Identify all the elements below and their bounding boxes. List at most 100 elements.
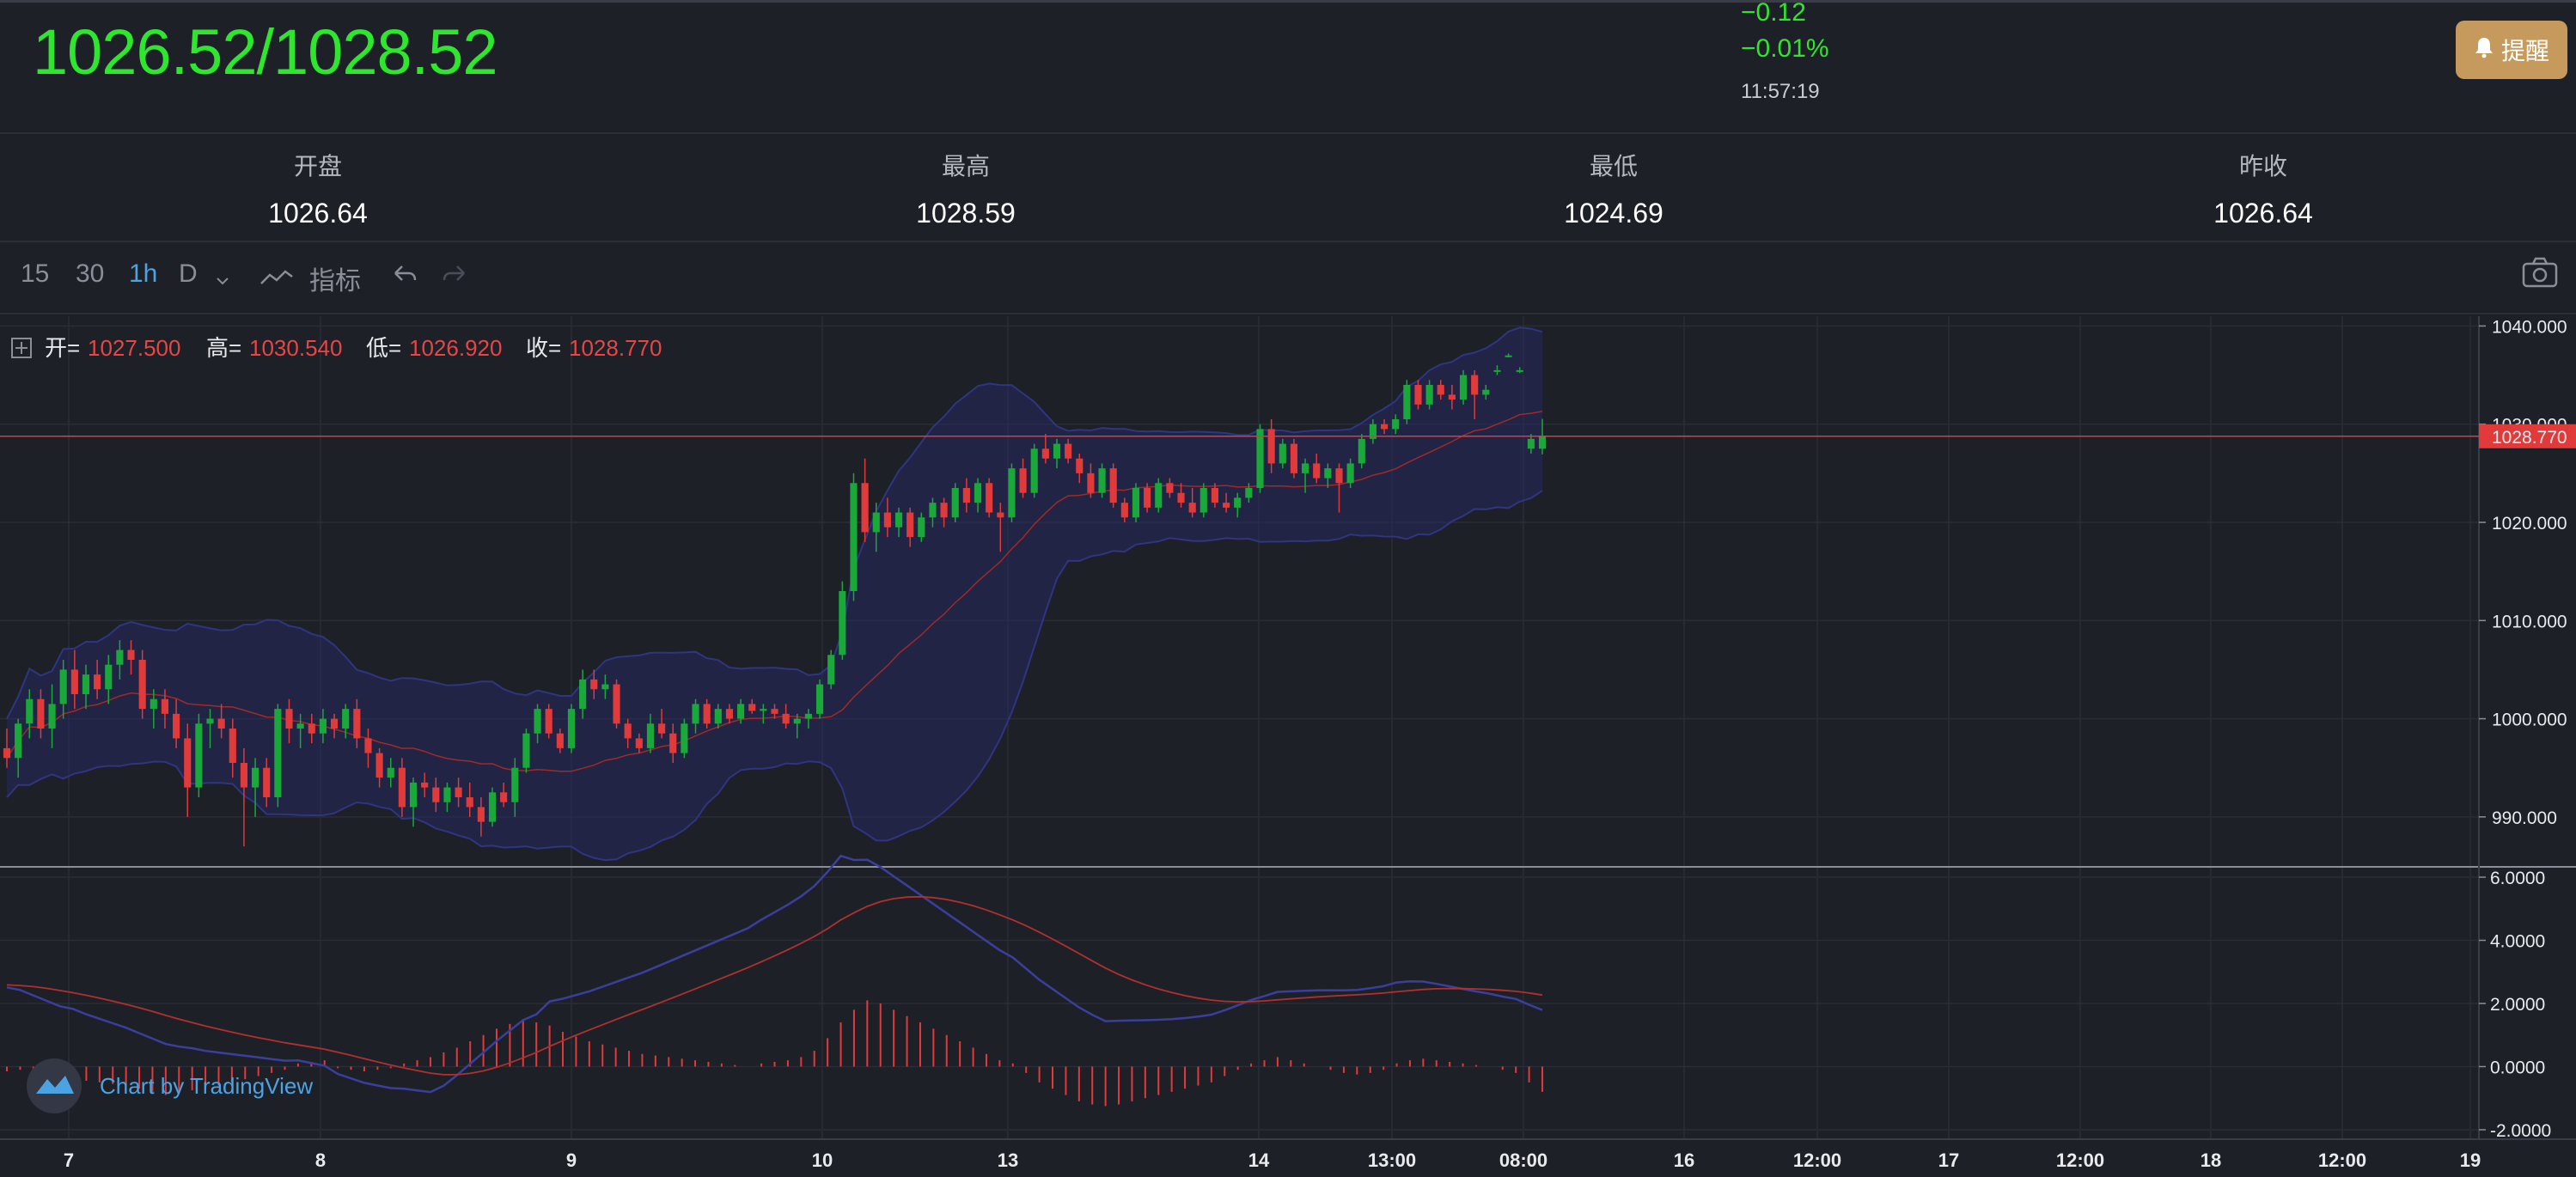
- candle-body: [409, 782, 418, 808]
- time-tick-label: 16: [1674, 1150, 1694, 1171]
- candle: [883, 497, 891, 538]
- candle: [861, 458, 869, 542]
- candle-body: [827, 655, 835, 685]
- candle: [590, 669, 598, 699]
- time-tick-label: 8: [315, 1150, 326, 1171]
- candle-body: [1109, 468, 1117, 503]
- candle-body: [1380, 424, 1389, 430]
- candle-body: [252, 767, 259, 788]
- candle-body: [364, 738, 372, 753]
- candle: [37, 689, 45, 739]
- interval-15[interactable]: 15: [21, 259, 50, 288]
- candle: [229, 718, 236, 778]
- stat-label: 昨收: [2238, 153, 2287, 180]
- macd-tick-label: 4.0000: [2490, 932, 2545, 952]
- candle: [1132, 483, 1140, 522]
- macd-tick-label: -2.0000: [2490, 1121, 2551, 1141]
- candle-body: [274, 709, 282, 797]
- candle: [827, 649, 835, 690]
- interval-30[interactable]: 30: [76, 259, 105, 288]
- candle-body: [1053, 443, 1061, 459]
- chevron-down-icon[interactable]: [215, 265, 230, 294]
- candlestick-chart[interactable]: 1040.0001030.0001020.0001010.0001000.000…: [0, 316, 2576, 1177]
- redo-icon[interactable]: [442, 263, 467, 292]
- candle-body: [782, 713, 790, 724]
- candle-body: [15, 723, 22, 759]
- candle-body: [997, 512, 1004, 518]
- candle: [556, 729, 564, 753]
- interval-1h[interactable]: 1h: [129, 259, 158, 288]
- last-price-label: 1028.770: [2492, 428, 2567, 448]
- candle: [894, 507, 903, 538]
- candle: [1482, 385, 1490, 400]
- candle: [1030, 443, 1038, 498]
- candle: [274, 704, 282, 808]
- candle-body: [951, 488, 959, 518]
- candles: [3, 353, 1547, 847]
- alert-button[interactable]: 提醒: [2456, 21, 2567, 79]
- macd-axis: 6.0000 4.0000 2.0000 0.0000 -2.0000: [2479, 869, 2551, 1141]
- candle-body: [466, 797, 473, 808]
- candle: [1301, 458, 1309, 493]
- candle-body: [1211, 488, 1219, 503]
- candle: [477, 797, 485, 837]
- time-tick-label: 13:00: [1368, 1150, 1416, 1171]
- close-value: 1028.770: [569, 335, 662, 361]
- macd-tick-label: 0.0000: [2490, 1058, 2545, 1077]
- indicator-wave-icon[interactable]: [259, 265, 294, 294]
- quote-time: 11:57:19: [1741, 80, 1820, 103]
- candle-body: [82, 674, 90, 694]
- candle: [1267, 419, 1275, 473]
- candle-body: [173, 713, 180, 739]
- candle-body: [398, 767, 406, 808]
- price-tick-label: 990.000: [2492, 808, 2557, 828]
- candle: [669, 723, 677, 763]
- candle-body: [488, 792, 497, 822]
- candle-body: [1256, 429, 1264, 488]
- camera-icon[interactable]: [2521, 256, 2559, 296]
- candle-body: [714, 709, 722, 724]
- candle-body: [217, 718, 225, 729]
- candle: [105, 655, 113, 704]
- alert-button-label: 提醒: [2500, 38, 2549, 64]
- candle-body: [342, 709, 350, 729]
- tradingview-watermark[interactable]: Chart by TradingView: [27, 1058, 313, 1113]
- candle-body: [116, 649, 124, 665]
- candle-body: [3, 747, 11, 759]
- plus-box-icon[interactable]: [11, 338, 32, 358]
- candle-body: [534, 709, 541, 734]
- candle-body: [556, 733, 564, 748]
- candle-body: [240, 763, 248, 788]
- candle-body: [138, 660, 146, 710]
- undo-icon[interactable]: [392, 263, 418, 292]
- candle: [409, 778, 418, 827]
- candle: [624, 718, 632, 748]
- indicators-button[interactable]: 指标: [309, 267, 361, 296]
- candle: [94, 660, 101, 699]
- candle-body: [455, 787, 462, 797]
- candle-body: [692, 704, 699, 724]
- candle: [725, 704, 734, 724]
- price-change-percent: −0.01%: [1741, 34, 1829, 63]
- candle-body: [59, 669, 67, 704]
- candle-body: [353, 709, 361, 739]
- candle: [1313, 454, 1321, 484]
- candle-body: [590, 679, 598, 690]
- candle-body: [1008, 468, 1016, 518]
- candle: [116, 640, 124, 680]
- candle-body: [646, 723, 655, 748]
- candle-body: [974, 483, 982, 503]
- candle-body: [1019, 468, 1027, 493]
- candle: [511, 758, 519, 817]
- bollinger-lower-line: [6, 490, 1543, 862]
- stat-open: 开盘 1026.64: [146, 148, 490, 229]
- time-tick-label: 19: [2460, 1150, 2481, 1171]
- interval-d[interactable]: D: [179, 259, 198, 288]
- price-change: −0.12: [1741, 0, 1806, 27]
- candle-body: [105, 664, 113, 690]
- divider: [0, 132, 2576, 134]
- candle: [940, 497, 948, 528]
- time-tick-label: 7: [64, 1150, 74, 1171]
- candle: [962, 478, 970, 513]
- candle-body: [1505, 355, 1512, 357]
